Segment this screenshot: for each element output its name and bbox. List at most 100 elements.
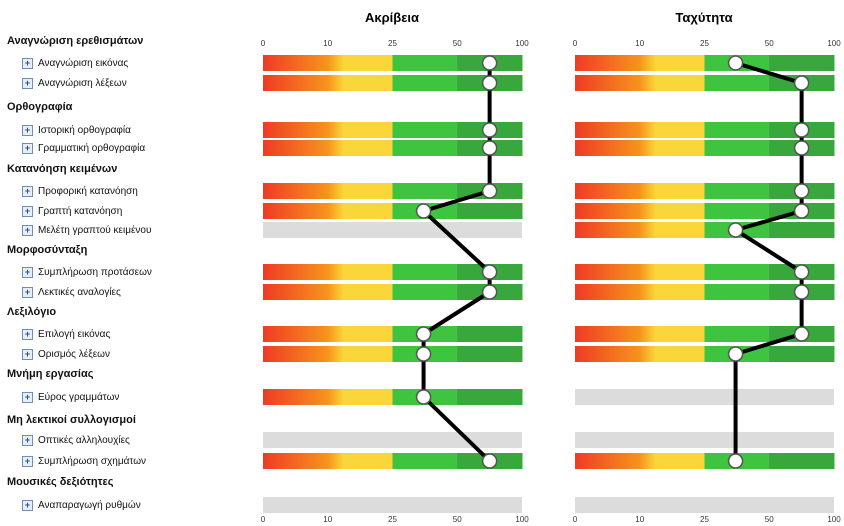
item-label: Μελέτη γραπτού κειμένου <box>38 224 152 236</box>
chart-title: Ταχύτητα <box>675 10 732 25</box>
tick-label: 25 <box>388 515 397 524</box>
expand-icon[interactable]: + <box>22 77 33 89</box>
tick-label: 50 <box>765 39 774 48</box>
expand-icon[interactable]: + <box>22 455 33 467</box>
expand-icon[interactable]: + <box>22 224 33 236</box>
list-item[interactable]: + Ορισμός λέξεων <box>22 347 110 361</box>
tick-label: 50 <box>765 515 774 524</box>
scale-band <box>263 122 329 138</box>
expand-icon[interactable]: + <box>22 57 33 69</box>
series-line <box>733 61 804 85</box>
expand-icon[interactable]: + <box>22 142 33 154</box>
category-heading: Μη λεκτικοί συλλογισμοί <box>7 414 136 426</box>
scale-band <box>263 140 329 156</box>
data-point <box>481 453 498 469</box>
data-point <box>481 183 498 199</box>
tick-label: 10 <box>635 39 644 48</box>
scale-band <box>263 346 329 362</box>
scale-band <box>575 264 641 280</box>
item-label: Αναπαραγωγή ρυθμών <box>38 499 141 511</box>
list-item[interactable]: + Γραμματική ορθογραφία <box>22 141 145 155</box>
data-point <box>727 346 744 362</box>
data-point <box>793 264 810 280</box>
scale-band <box>263 326 329 342</box>
expand-icon[interactable]: + <box>22 348 33 360</box>
scale-band <box>704 122 770 138</box>
list-item[interactable]: + Οπτικές αλληλουχίες <box>22 433 130 447</box>
tick-label: 10 <box>323 39 332 48</box>
tick-label: 100 <box>827 39 841 48</box>
list-item[interactable]: + Λεκτικές αναλογίες <box>22 285 121 299</box>
list-item[interactable]: + Συμπλήρωση σχημάτων <box>22 454 146 468</box>
expand-icon[interactable]: + <box>22 499 33 511</box>
scale-band <box>263 183 329 199</box>
list-item[interactable]: + Αναγνώριση λέξεων <box>22 76 127 90</box>
item-label: Οπτικές αλληλουχίες <box>38 434 130 446</box>
scale-band <box>327 183 393 199</box>
list-item[interactable]: + Προφορική κατανόηση <box>22 184 138 198</box>
category-heading: Λεξιλόγιο <box>7 306 57 318</box>
scale-band <box>769 222 835 238</box>
scale-band <box>263 389 329 405</box>
chart-title: Ακρίβεια <box>365 10 419 25</box>
category-heading: Κατανόηση κειμένων <box>7 163 118 175</box>
scale-band <box>575 122 641 138</box>
scale-band <box>639 346 705 362</box>
expand-icon[interactable]: + <box>22 328 33 340</box>
expand-icon[interactable]: + <box>22 205 33 217</box>
list-item[interactable]: + Εύρος γραμμάτων <box>22 390 119 404</box>
scale-band <box>575 75 641 91</box>
item-label: Ορισμός λέξεων <box>38 348 110 360</box>
item-label: Γραμματική ορθογραφία <box>38 142 146 154</box>
expand-icon[interactable]: + <box>22 391 33 403</box>
empty-bar <box>575 497 834 513</box>
scale-band <box>639 122 705 138</box>
item-label: Συμπλήρωση προτάσεων <box>38 266 152 278</box>
scale-band <box>769 453 835 469</box>
scale-band <box>392 264 458 280</box>
empty-bar <box>263 432 522 448</box>
data-point <box>793 203 810 219</box>
data-point <box>793 183 810 199</box>
scale-band <box>769 55 835 71</box>
data-point <box>727 55 744 71</box>
scale-band <box>392 183 458 199</box>
data-point <box>481 55 498 71</box>
scale-band <box>327 122 393 138</box>
category-heading: Μουσικές δεξιότητες <box>7 476 114 488</box>
data-point <box>793 326 810 342</box>
list-item[interactable]: + Αναπαραγωγή ρυθμών <box>22 498 141 512</box>
scale-band <box>704 326 770 342</box>
tick-label: 100 <box>515 39 529 48</box>
list-item[interactable]: + Αναγνώριση εικόνας <box>22 56 128 70</box>
item-label: Επιλογή εικόνας <box>38 328 111 340</box>
list-item[interactable]: + Συμπλήρωση προτάσεων <box>22 265 152 279</box>
tick-label: 25 <box>700 39 709 48</box>
data-point <box>481 284 498 300</box>
item-label: Ιστορική ορθογραφία <box>38 124 131 136</box>
expand-icon[interactable]: + <box>22 124 33 136</box>
list-item[interactable]: + Γραπτή κατανόηση <box>22 204 122 218</box>
scale-band <box>704 284 770 300</box>
expand-icon[interactable]: + <box>22 185 33 197</box>
list-item[interactable]: + Ιστορική ορθογραφία <box>22 123 131 137</box>
scale-band <box>457 326 523 342</box>
scale-band <box>704 75 770 91</box>
scale-band <box>639 284 705 300</box>
empty-bar <box>575 389 834 405</box>
scale-band <box>392 75 458 91</box>
expand-icon[interactable]: + <box>22 266 33 278</box>
scale-band <box>575 140 641 156</box>
expand-icon[interactable]: + <box>22 286 33 298</box>
scale-band <box>263 453 329 469</box>
scale-band <box>575 183 641 199</box>
item-label: Αναγνώριση εικόνας <box>38 57 129 69</box>
series-line <box>733 332 804 356</box>
expand-icon[interactable]: + <box>22 434 33 446</box>
scale-band <box>263 75 329 91</box>
scale-band <box>327 203 393 219</box>
data-point <box>481 140 498 156</box>
series-line <box>421 189 492 213</box>
list-item[interactable]: + Μελέτη γραπτού κειμένου <box>22 223 151 237</box>
list-item[interactable]: + Επιλογή εικόνας <box>22 327 110 341</box>
